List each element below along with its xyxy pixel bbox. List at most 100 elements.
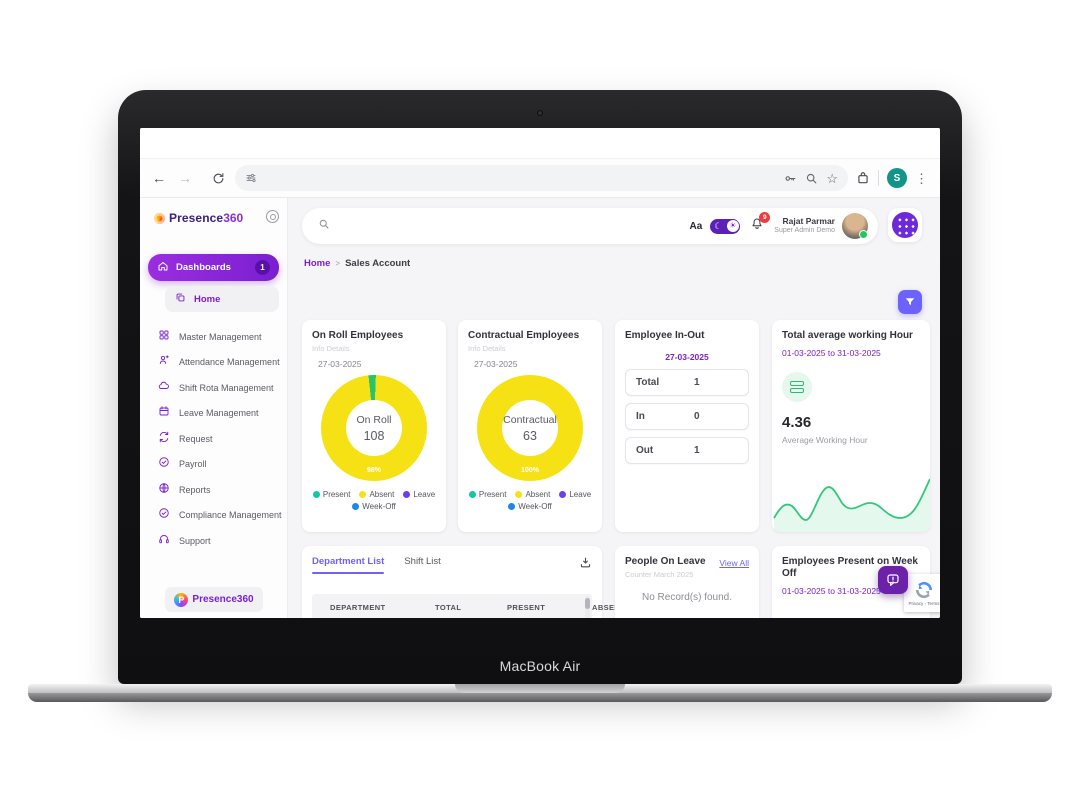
in-out-row-in: In 0 bbox=[625, 403, 749, 430]
check-circle-icon bbox=[158, 506, 170, 524]
filter-icon bbox=[905, 298, 915, 305]
table-scrollbar[interactable] bbox=[585, 596, 590, 618]
sidebar-item-shift-rota-management[interactable]: Shift Rota Management bbox=[140, 375, 287, 401]
logo-swirl-icon bbox=[154, 212, 165, 224]
table-header-row: DEPARTMENT TOTAL PRESENT ABSENT bbox=[312, 594, 625, 618]
sidebar-item-reports[interactable]: Reports bbox=[140, 477, 287, 503]
back-button[interactable]: ← bbox=[152, 170, 166, 186]
reload-button[interactable] bbox=[212, 172, 225, 185]
bell-icon bbox=[752, 218, 762, 229]
column-total: TOTAL bbox=[435, 602, 462, 612]
app-logo: Presence 360 bbox=[154, 206, 279, 230]
donut-percent-label: 98% bbox=[366, 467, 382, 474]
notification-badge: 9 bbox=[759, 211, 771, 223]
contractual-employees-card: Contractual Employees Info Details 27-03… bbox=[458, 320, 602, 532]
calendar-icon bbox=[158, 404, 170, 422]
laptop-screen: ← → ☆ S ⋮ bbox=[140, 128, 940, 618]
download-button[interactable] bbox=[579, 556, 592, 574]
breadcrumb-current: Sales Account bbox=[345, 258, 411, 269]
headset-icon bbox=[158, 532, 170, 550]
breadcrumb-home-link[interactable]: Home bbox=[304, 258, 331, 269]
main-content: Aa ☾ ☀ 9 Rajat Parmar Super Admin Demo bbox=[288, 198, 940, 618]
donut-percent-label: 100% bbox=[521, 467, 539, 474]
legend-dot-weekoff bbox=[508, 503, 516, 510]
empty-state-text: No Record(s) found. bbox=[641, 592, 733, 603]
theme-toggle[interactable]: ☾ ☀ bbox=[710, 218, 741, 234]
sidebar-item-support[interactable]: Support bbox=[140, 528, 287, 554]
tab-shift-list[interactable]: Shift List bbox=[404, 556, 441, 567]
apps-menu-button[interactable] bbox=[888, 208, 922, 242]
font-size-toggle[interactable]: Aa bbox=[689, 220, 703, 232]
sidebar-item-home[interactable]: Home bbox=[165, 286, 279, 312]
user-info[interactable]: Rajat Parmar Super Admin Demo bbox=[774, 216, 835, 235]
sidebar-item-request[interactable]: Request bbox=[140, 426, 287, 452]
working-hours-icon bbox=[782, 372, 812, 402]
in-out-row-out: Out 1 bbox=[625, 437, 749, 464]
legend-dot-leave bbox=[559, 491, 567, 498]
avatar[interactable] bbox=[842, 213, 868, 239]
home-icon bbox=[157, 259, 169, 277]
filter-button[interactable] bbox=[898, 290, 922, 314]
recaptcha-icon bbox=[915, 581, 933, 598]
bookmark-star-icon[interactable]: ☆ bbox=[826, 170, 838, 186]
notifications-button[interactable]: 9 bbox=[750, 211, 771, 236]
people-on-leave-card: People On Leave Counter March 2025 View … bbox=[615, 546, 759, 618]
sidebar-item-payroll[interactable]: Payroll bbox=[140, 452, 287, 478]
browser-tabstrip bbox=[140, 128, 940, 158]
apps-grid-icon bbox=[892, 212, 918, 238]
sidebar-item-compliance-management[interactable]: Compliance Management bbox=[140, 503, 287, 529]
avg-hour-value: 4.36 bbox=[782, 414, 812, 431]
sidebar-item-attendance-management[interactable]: Attendance Management bbox=[140, 350, 287, 376]
extensions-icon[interactable] bbox=[856, 171, 870, 185]
employee-in-out-card: Employee In-Out 27-03-2025 Total 1 In 0 … bbox=[615, 320, 759, 532]
feedback-chat-button[interactable] bbox=[878, 566, 908, 594]
dashboards-badge: 1 bbox=[255, 260, 270, 275]
donut-legend: Present Absent Leave Week-Off bbox=[312, 490, 436, 511]
browser-menu-icon[interactable]: ⋮ bbox=[915, 170, 928, 186]
on-roll-donut-chart: On Roll 108 98% bbox=[321, 375, 427, 481]
browser-profile-avatar[interactable]: S bbox=[887, 168, 907, 188]
logo-text: Presence bbox=[169, 211, 224, 225]
scrollbar-thumb[interactable] bbox=[585, 598, 590, 609]
zoom-icon[interactable] bbox=[805, 172, 818, 185]
column-present: PRESENT bbox=[507, 602, 546, 612]
recaptcha-badge[interactable]: Privacy - Terms bbox=[904, 574, 940, 612]
donut-legend: Present Absent Leave Week-Off bbox=[468, 490, 592, 511]
browser-toolbar: ← → ☆ S ⋮ bbox=[140, 158, 940, 198]
address-bar[interactable]: ☆ bbox=[235, 165, 848, 191]
sun-icon: ☀ bbox=[726, 220, 739, 232]
forward-button[interactable]: → bbox=[178, 170, 192, 186]
legend-dot-leave bbox=[403, 491, 411, 498]
legend-dot-present bbox=[468, 491, 476, 498]
working-hour-sparkline bbox=[773, 478, 930, 532]
tune-icon[interactable] bbox=[245, 172, 257, 184]
breadcrumb: Home > Sales Account bbox=[304, 258, 410, 269]
laptop-base-notch bbox=[455, 684, 625, 693]
dashboards-label: Dashboards bbox=[176, 262, 231, 273]
sidebar-collapse-button[interactable] bbox=[266, 210, 279, 223]
macbook-label: MacBook Air bbox=[499, 658, 581, 674]
passwords-key-icon[interactable] bbox=[784, 172, 797, 185]
download-icon bbox=[580, 557, 591, 568]
legend-dot-weekoff bbox=[352, 503, 360, 510]
search-input[interactable] bbox=[338, 219, 690, 233]
cloud-icon bbox=[158, 379, 170, 397]
url-input[interactable] bbox=[257, 171, 777, 185]
on-roll-employees-card: On Roll Employees Info Details 27-03-202… bbox=[302, 320, 446, 532]
home-label: Home bbox=[194, 293, 221, 305]
sidebar-item-master-management[interactable]: Master Management bbox=[140, 324, 287, 350]
view-all-link[interactable]: View All bbox=[719, 558, 749, 568]
top-header-bar: Aa ☾ ☀ 9 Rajat Parmar Super Admin Demo bbox=[302, 208, 878, 244]
user-name: Rajat Parmar bbox=[782, 216, 835, 227]
tab-department-list[interactable]: Department List bbox=[312, 556, 385, 567]
footer-p-icon: P bbox=[174, 592, 189, 607]
sidebar: Presence 360 Dashboards 1 Home bbox=[140, 198, 288, 618]
sidebar-item-leave-management[interactable]: Leave Management bbox=[140, 401, 287, 427]
in-out-row-total: Total 1 bbox=[625, 369, 749, 396]
attendance-icon bbox=[158, 353, 170, 371]
in-out-date: 27-03-2025 bbox=[665, 352, 709, 362]
laptop-frame: ← → ☆ S ⋮ bbox=[118, 90, 962, 684]
sidebar-item-dashboards[interactable]: Dashboards 1 bbox=[148, 254, 279, 281]
breadcrumb-separator: > bbox=[335, 259, 341, 268]
search-icon bbox=[318, 217, 330, 235]
